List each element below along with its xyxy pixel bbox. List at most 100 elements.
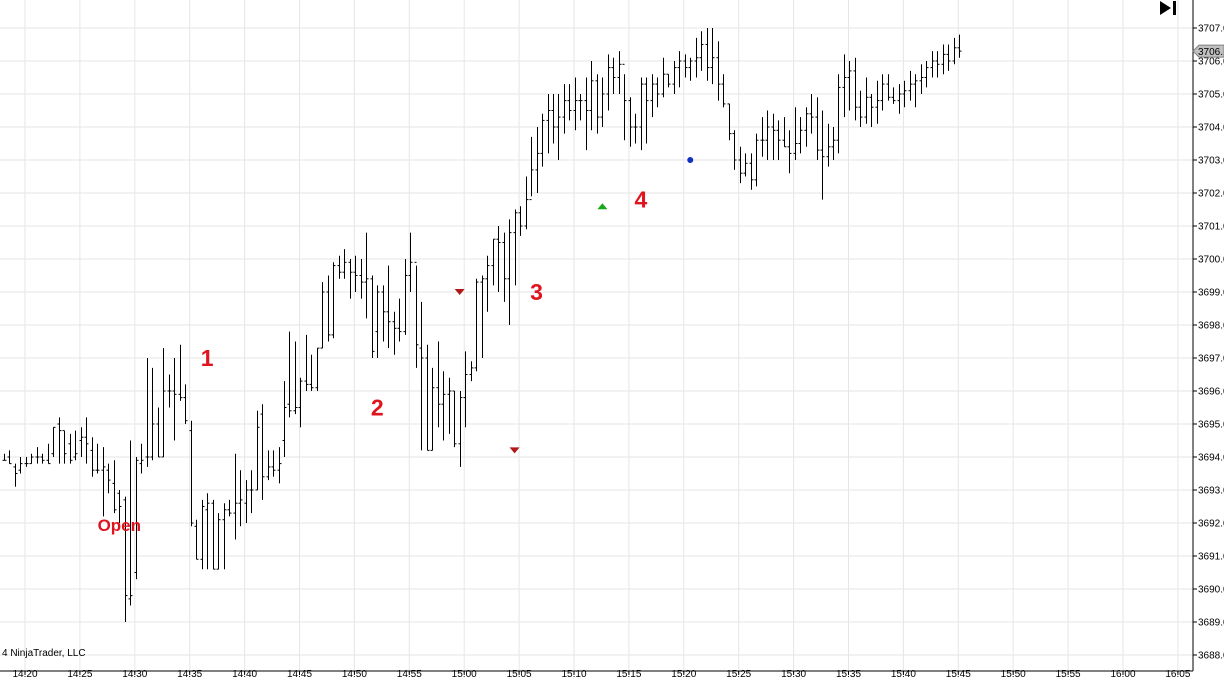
ohlc-bar (414, 261, 419, 368)
ohlc-bar (804, 107, 809, 147)
ohlc-bar (73, 430, 78, 461)
ohlc-bar (172, 358, 177, 441)
ohlc-bar (255, 410, 260, 491)
ohlc-bar (815, 97, 820, 160)
ohlc-bar (721, 74, 726, 108)
y-tick-label: 3696.0 (1198, 387, 1224, 398)
ohlc-bar (84, 417, 89, 464)
ohlc-bar (880, 74, 885, 111)
ohlc-bar (782, 117, 787, 148)
y-tick-label: 3701.0 (1198, 222, 1224, 233)
ohlc-bar (46, 443, 51, 465)
ohlc-bar (13, 463, 18, 487)
ohlc-bar (502, 232, 507, 302)
annotation-label: 1 (201, 345, 214, 371)
ohlc-bar (875, 80, 880, 124)
y-tick-label: 3692.0 (1198, 519, 1224, 530)
ohlc-bar (617, 51, 622, 94)
ohlc-bar (820, 110, 825, 200)
ohlc-bar (403, 259, 408, 335)
y-tick-label: 3698.0 (1198, 321, 1224, 332)
last-price-tag: 3706. (1192, 44, 1224, 58)
last-price-tag-bg (1192, 44, 1224, 58)
ohlc-bar (919, 64, 924, 94)
ohlc-bar (913, 74, 918, 108)
ohlc-bar (266, 450, 271, 481)
ohlc-bar (589, 61, 594, 131)
ohlc-bar (287, 331, 292, 418)
jump-to-end-button[interactable] (1157, 0, 1181, 18)
ohlc-bar (348, 259, 353, 299)
ohlc-bar (326, 275, 331, 342)
ohlc-bar (293, 341, 298, 415)
ohlc-bar (749, 153, 754, 190)
ohlc-bar (106, 463, 111, 494)
ohlc-bars (2, 28, 962, 622)
ohlc-bar (458, 391, 463, 467)
ohlc-bar (364, 232, 369, 319)
y-tick-label: 3694.0 (1198, 453, 1224, 464)
ohlc-bar (29, 453, 34, 465)
x-tick-label: 14:30 (122, 669, 147, 680)
ohlc-bar (249, 470, 254, 514)
ohlc-bar (447, 377, 452, 434)
ohlc-bar (62, 430, 67, 464)
buy-up-arrow-marker (597, 203, 608, 210)
ohlc-bar (167, 374, 172, 408)
ohlc-bar (337, 255, 342, 279)
ohlc-bar (743, 153, 748, 177)
y-tick-label: 3688.0 (1198, 651, 1224, 662)
ohlc-bar (156, 407, 161, 458)
ohlc-bar (128, 440, 133, 606)
ohlc-bar (831, 127, 836, 160)
ohlc-bar (776, 120, 781, 160)
ohlc-bar (397, 298, 402, 342)
ohlc-bar (260, 404, 265, 500)
ohlc-bar (18, 457, 23, 474)
y-tick-label: 3700.0 (1198, 255, 1224, 266)
ohlc-bar (419, 301, 424, 451)
ohlc-bar (930, 51, 935, 78)
ohlc-bar (139, 443, 144, 474)
ohlc-bar (738, 146, 743, 184)
ohlc-bar (469, 361, 474, 382)
x-tick-label: 15:50 (1001, 669, 1026, 680)
ohlc-bar (705, 28, 710, 81)
ohlc-bar (798, 117, 803, 154)
ohlc-bar (573, 77, 578, 131)
ohlc-bar (941, 44, 946, 75)
skip-forward-icon (1160, 1, 1176, 15)
ohlc-bar (886, 74, 891, 101)
ohlc-bar (57, 417, 62, 464)
ohlc-bar (51, 426, 56, 457)
ohlc-bar (2, 453, 7, 461)
y-axis: 3688.0 3689.0 3690.0 3691.0 3692.0 3693.0 3694… (1192, 0, 1224, 671)
ohlc-bar (787, 130, 792, 174)
ohlc-bar (491, 238, 496, 286)
ohlc-bar (595, 74, 600, 134)
ohlc-bar (271, 450, 276, 477)
ohlc-bar (40, 453, 45, 464)
ohlc-bar (760, 117, 765, 157)
x-tick-label: 15:15 (616, 669, 641, 680)
ohlc-bar (90, 437, 95, 477)
ohlc-bar (238, 470, 243, 527)
ohlc-bar (430, 367, 435, 451)
x-tick-label: 15:00 (452, 669, 477, 680)
y-tick-label: 3704.0 (1198, 123, 1224, 134)
x-tick-label: 15:35 (836, 669, 861, 680)
x-tick-label: 15:25 (726, 669, 751, 680)
ohlc-bar (628, 97, 633, 147)
ohlc-bar (771, 113, 776, 160)
annotation-label: 2 (371, 395, 384, 421)
copyright-label: 4 NinjaTrader, LLC (2, 648, 86, 659)
ohlc-bar (386, 265, 391, 349)
ohlc-bar (463, 351, 468, 428)
ohlc-bar (277, 447, 282, 484)
sell-down-arrow-marker (509, 447, 520, 454)
ohlc-bar (699, 31, 704, 71)
ohlc-bar (897, 84, 902, 114)
annotation-label: 4 (634, 187, 647, 213)
ohlc-bar (644, 77, 649, 144)
ohlc-bar (496, 226, 501, 292)
